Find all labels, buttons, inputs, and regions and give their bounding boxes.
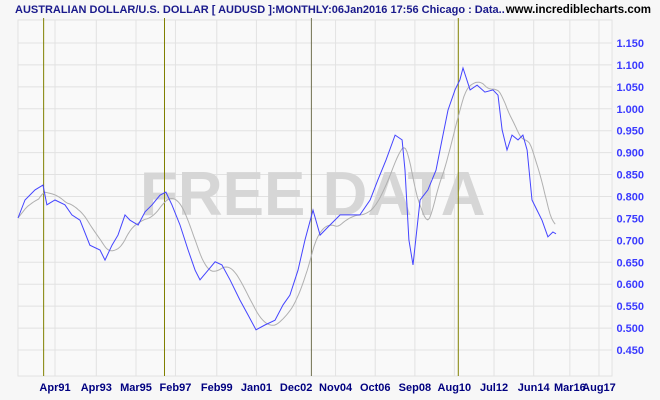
y-tick-label: 0.650 xyxy=(616,257,644,269)
price-line xyxy=(17,66,557,331)
y-tick-label: 1.100 xyxy=(616,60,644,72)
y-tick-label: 0.950 xyxy=(616,126,644,138)
watermark: FREE DATA xyxy=(140,160,486,229)
y-tick-label: 0.700 xyxy=(616,235,644,247)
x-tick-label: Dec02 xyxy=(280,382,312,394)
y-tick-label: 0.750 xyxy=(616,213,644,225)
x-tick-label: Jan01 xyxy=(241,382,272,394)
y-tick-label: 1.000 xyxy=(616,104,644,116)
y-tick-label: 0.900 xyxy=(616,148,644,160)
site-link[interactable]: www.incrediblecharts.com xyxy=(505,4,651,16)
header-bar xyxy=(0,0,660,18)
x-tick-label: Jun14 xyxy=(518,382,551,394)
x-tick-label: Aug17 xyxy=(582,382,616,394)
y-tick-label: 1.150 xyxy=(616,38,644,50)
x-tick-label: Sep08 xyxy=(399,382,431,394)
y-tick-label: 0.600 xyxy=(616,279,644,291)
x-tick-label: Aug10 xyxy=(438,382,472,394)
y-tick-label: 0.500 xyxy=(616,323,644,335)
x-tick-label: Oct06 xyxy=(360,382,391,394)
x-axis: Apr91 Apr93 Mar95 Feb97 Feb99 Jan01 Dec02 Nov04… xyxy=(39,382,615,394)
y-tick-label: 0.850 xyxy=(616,170,644,182)
y-tick-label: 0.800 xyxy=(616,191,644,203)
x-tick-label: Mar95 xyxy=(120,382,152,394)
x-tick-label: Mar16 xyxy=(554,382,586,394)
x-tick-label: Nov04 xyxy=(319,382,353,394)
x-tick-label: Feb99 xyxy=(201,382,233,394)
y-tick-label: 1.050 xyxy=(616,82,644,94)
y-axis: 0.450 0.500 0.550 0.600 0.650 0.700 0.750 0.800… xyxy=(616,38,644,357)
x-tick-label: Feb97 xyxy=(160,382,192,394)
plot-area xyxy=(17,19,613,377)
y-tick-label: 0.550 xyxy=(616,301,644,313)
moving-average-line xyxy=(17,81,556,326)
y-tick-label: 0.450 xyxy=(616,345,644,357)
x-tick-label: Apr91 xyxy=(39,382,70,394)
x-tick-label: Jul12 xyxy=(480,382,508,394)
x-tick-label: Apr93 xyxy=(81,382,112,394)
chart-title: AUSTRALIAN DOLLAR/U.S. DOLLAR [ AUDUSD ]… xyxy=(15,4,505,16)
